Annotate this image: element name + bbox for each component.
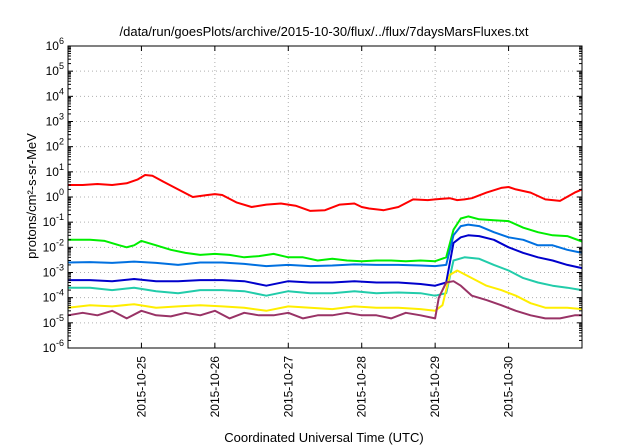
series-line-3: [67, 223, 583, 268]
axis-ticks: 10-6 10-5 10-4 10-3 10-2 10-1 100 101 102 103 104 1…: [43, 36, 582, 417]
y-tick-label: 100: [46, 187, 64, 204]
x-tick-label: 2015-10-27: [281, 356, 295, 418]
x-tick-label: 2015-10-26: [208, 356, 222, 418]
chart-title: /data/run/goesPlots/archive/2015-10-30/f…: [120, 24, 529, 39]
y-tick-label: 10-2: [43, 237, 64, 254]
y-tick-label: 10-5: [43, 313, 64, 330]
x-tick-label: 2015-10-30: [502, 356, 516, 418]
x-tick-label: 2015-10-29: [428, 356, 442, 418]
series-line-1: [68, 174, 583, 212]
y-tick-label: 104: [46, 86, 64, 103]
y-tick-label: 103: [46, 112, 64, 129]
series-line-4: [68, 234, 583, 287]
y-axis-label: protons/cm²-s-sr-MeV: [24, 133, 39, 259]
y-tick-label: 102: [46, 137, 64, 154]
x-tick-label: 2015-10-25: [134, 356, 148, 418]
x-axis-label: Coordinated Universal Time (UTC): [224, 430, 423, 445]
series-lines: [67, 174, 583, 320]
y-tick-label: 106: [46, 36, 64, 53]
y-tick-label: 10-3: [43, 263, 64, 280]
x-tick-label: 2015-10-28: [355, 356, 369, 418]
series-line-7: [67, 280, 582, 320]
y-tick-label: 10-4: [43, 288, 64, 305]
series-line-5: [68, 256, 583, 297]
series-line-2: [68, 215, 583, 263]
y-tick-label: 10-6: [43, 338, 64, 355]
y-tick-label: 101: [46, 162, 64, 179]
grid-lines: [68, 46, 582, 348]
y-tick-label: 105: [46, 61, 64, 78]
series-line-6: [67, 269, 583, 312]
y-tick-label: 10-1: [43, 212, 64, 229]
